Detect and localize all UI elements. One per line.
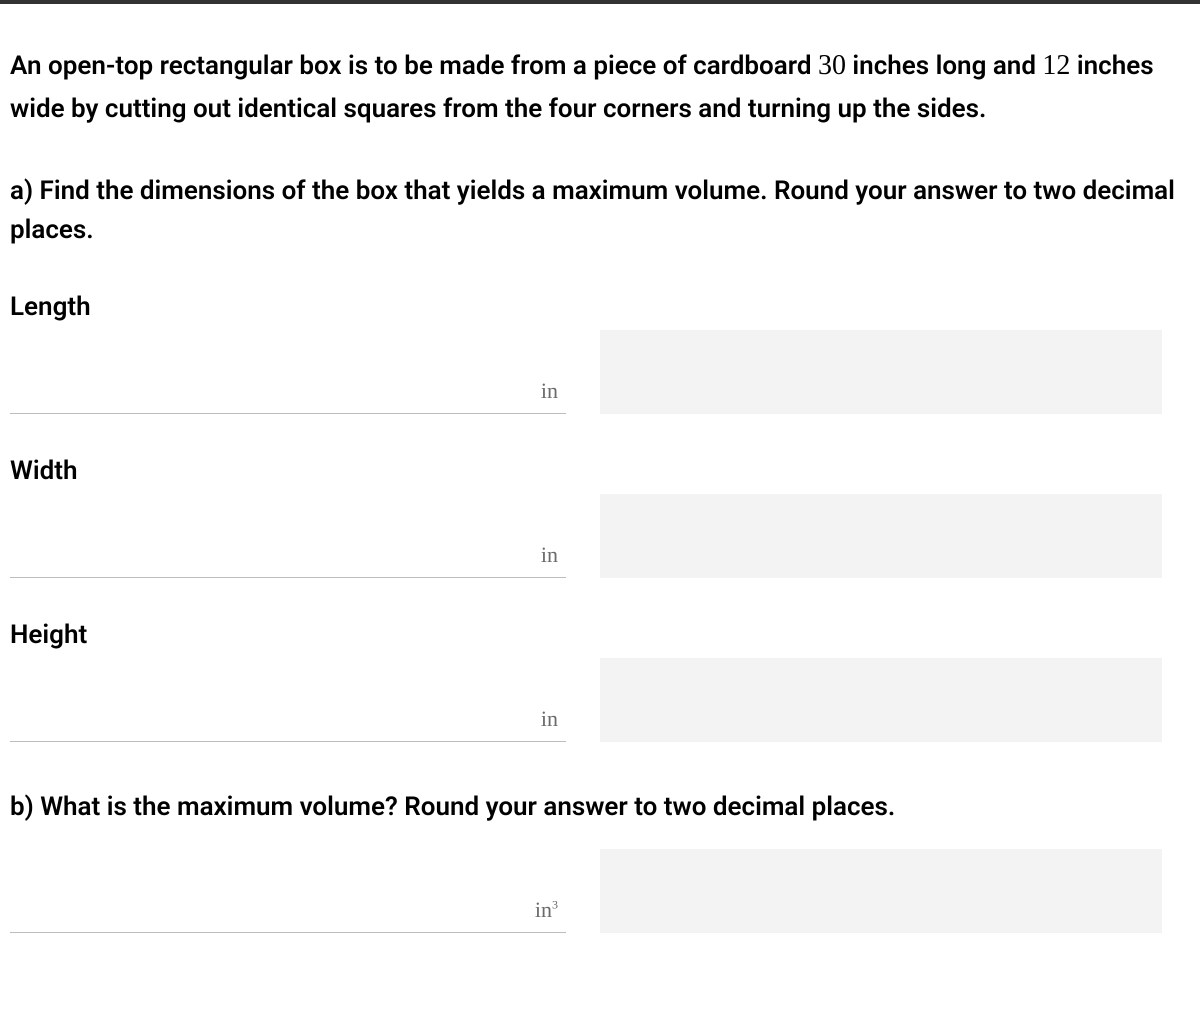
width-input-row: in [10, 494, 1190, 578]
width-field-group: Width in [10, 456, 1190, 578]
height-field-group: Height in [10, 620, 1190, 742]
length-input-wrap: in [10, 331, 566, 414]
width-input-wrap: in [10, 495, 566, 578]
number-12: 12 [1042, 50, 1070, 81]
number-30: 30 [818, 50, 846, 81]
volume-input-wrap: in3 [10, 850, 566, 933]
height-input[interactable] [10, 659, 566, 742]
width-label: Width [10, 456, 1190, 486]
intro-text-2: inches long and [846, 51, 1042, 81]
length-feedback-box [600, 330, 1162, 414]
question-a: a) Find the dimensions of the box that y… [10, 172, 1190, 250]
problem-content: An open-top rectangular box is to be mad… [0, 4, 1200, 973]
width-feedback-box [600, 494, 1162, 578]
length-input[interactable] [10, 331, 566, 414]
volume-feedback-box [600, 849, 1162, 933]
volume-input-row: in3 [10, 849, 1190, 933]
question-b: b) What is the maximum volume? Round you… [10, 788, 1190, 827]
height-label: Height [10, 620, 1190, 650]
height-input-row: in [10, 658, 1190, 742]
length-field-group: Length in [10, 292, 1190, 414]
volume-input[interactable] [10, 850, 566, 933]
length-input-row: in [10, 330, 1190, 414]
height-feedback-box [600, 658, 1162, 742]
problem-statement: An open-top rectangular box is to be mad… [10, 44, 1190, 130]
length-label: Length [10, 292, 1190, 322]
intro-text-1: An open-top rectangular box is to be mad… [10, 51, 818, 81]
height-input-wrap: in [10, 659, 566, 742]
width-input[interactable] [10, 495, 566, 578]
section-b: b) What is the maximum volume? Round you… [10, 788, 1190, 933]
